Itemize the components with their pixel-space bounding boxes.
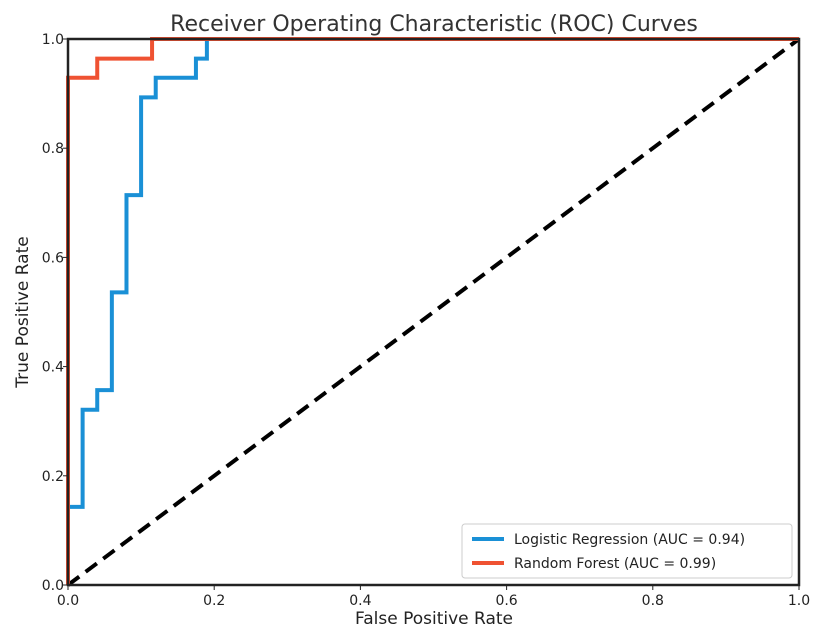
y-tick-label: 0.8 [42, 141, 64, 157]
x-tick-label: 1.0 [788, 593, 810, 609]
x-axis-ticks: 0.0 0.2 0.4 0.6 0.8 1.0 [57, 585, 810, 609]
y-tick-label: 0.0 [42, 578, 64, 594]
y-tick-label: 0.2 [42, 469, 64, 485]
legend: Logistic Regression (AUC = 0.94) Random … [461, 523, 793, 579]
x-tick-label: 0.4 [349, 593, 371, 609]
reference-diagonal-line [66, 37, 801, 587]
x-tick-label: 0.2 [203, 593, 225, 609]
y-axis-ticks: 0.0 0.2 0.4 0.6 0.8 1.0 [42, 32, 68, 594]
y-tick-label: 0.4 [42, 360, 64, 376]
series-line-logistic-regression [66, 37, 799, 585]
x-tick-label: 0.8 [642, 593, 664, 609]
plot-frame [66, 37, 801, 587]
legend-box [461, 523, 793, 579]
x-tick-label: 0.6 [495, 593, 517, 609]
legend-label-logistic-regression: Logistic Regression (AUC = 0.94) [514, 532, 745, 548]
legend-label-random-forest: Random Forest (AUC = 0.99) [514, 556, 716, 572]
y-tick-label: 1.0 [42, 32, 64, 48]
y-tick-label: 0.6 [42, 250, 64, 266]
chart-title: Receiver Operating Characteristic (ROC) … [170, 12, 698, 37]
x-tick-label: 0.0 [57, 593, 79, 609]
x-axis-label: False Positive Rate [355, 609, 513, 629]
y-axis-label: True Positive Rate [13, 236, 33, 388]
